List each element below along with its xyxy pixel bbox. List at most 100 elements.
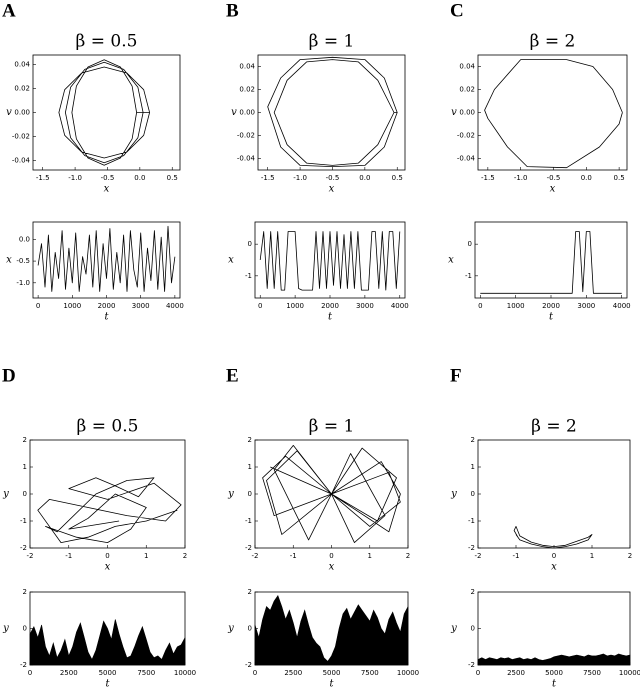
x-axis-label: x	[329, 184, 335, 195]
y-tick-label: 0	[468, 240, 472, 248]
y-tick-label: 0	[248, 490, 252, 498]
y-tick-label: 1	[248, 463, 252, 471]
x-tick-label: 1000	[507, 302, 525, 310]
plot-frame	[477, 54, 628, 171]
y-tick-label: 2	[23, 588, 27, 596]
x-tick-label: 10000	[174, 669, 196, 677]
y-axis-label: y	[227, 489, 234, 500]
panel-label: F	[450, 365, 462, 386]
x-tick-label: 0	[253, 669, 257, 677]
x-tick-label: 3000	[577, 302, 595, 310]
x-tick-label: -1	[513, 552, 520, 560]
panel-label: D	[2, 365, 16, 386]
y-tick-label: -0.02	[12, 132, 30, 140]
y-tick-label: -1	[20, 517, 27, 525]
y-axis-label: x	[448, 255, 454, 266]
x-tick-label: 2500	[284, 669, 302, 677]
x-tick-label: 0	[478, 302, 482, 310]
y-axis-label: y	[450, 489, 457, 500]
chart-title: β = 0.5	[77, 417, 139, 437]
x-tick-label: 5000	[323, 669, 341, 677]
x-tick-label: 7500	[137, 669, 155, 677]
x-tick-label: -1.5	[481, 174, 495, 182]
y-tick-label: -1	[245, 272, 252, 280]
x-tick-label: 4000	[391, 302, 409, 310]
panel-label: B	[226, 0, 239, 21]
y-tick-label: -1	[468, 517, 475, 525]
y-axis-label: v	[451, 107, 457, 118]
x-axis-label: t	[552, 679, 557, 690]
y-tick-label: 0.04	[14, 61, 30, 69]
x-tick-label: 5000	[99, 669, 117, 677]
x-tick-label: -1.5	[36, 174, 50, 182]
line	[58, 59, 150, 166]
x-tick-label: -2	[27, 552, 34, 560]
x-axis-label: t	[328, 312, 333, 323]
y-tick-label: -2	[245, 544, 252, 552]
y-axis-label: x	[228, 255, 234, 266]
x-tick-label: 0	[476, 669, 480, 677]
x-tick-label: 3000	[356, 302, 374, 310]
y-axis-label: x	[6, 255, 12, 266]
y-tick-label: -1	[245, 517, 252, 525]
y-tick-label: 0	[471, 625, 475, 633]
y-tick-label: 0.04	[239, 63, 255, 71]
x-tick-label: 0	[552, 552, 556, 560]
x-tick-label: -0.5	[547, 174, 561, 182]
plot-frame	[32, 54, 181, 171]
x-tick-label: 10000	[397, 669, 419, 677]
y-tick-label: 0.00	[239, 109, 255, 117]
x-tick-label: 10000	[619, 669, 640, 677]
x-tick-label: 0	[105, 552, 109, 560]
y-axis-label: y	[450, 623, 457, 634]
y-tick-label: 0.00	[14, 109, 30, 117]
y-tick-label: 0.00	[459, 109, 475, 117]
y-tick-label: 0	[248, 625, 252, 633]
x-axis-label: t	[329, 679, 334, 690]
x-tick-label: -2	[475, 552, 482, 560]
area	[254, 594, 409, 666]
x-tick-label: 2000	[98, 302, 116, 310]
y-axis-label: y	[227, 623, 234, 634]
y-tick-label: 2	[23, 436, 27, 444]
y-tick-label: -2	[468, 544, 475, 552]
x-axis-label: x	[329, 562, 335, 573]
line	[480, 231, 622, 294]
x-tick-label: 1000	[63, 302, 81, 310]
panel-label: C	[450, 0, 464, 21]
y-tick-label: 0	[471, 490, 475, 498]
y-tick-label: -1.0	[16, 279, 30, 287]
x-tick-label: -1.0	[68, 174, 82, 182]
x-tick-label: 0.5	[614, 174, 625, 182]
x-tick-label: 2000	[321, 302, 339, 310]
x-tick-label: 1	[590, 552, 594, 560]
y-tick-label: 0.02	[459, 86, 475, 94]
y-tick-label: 1	[471, 463, 475, 471]
plot-frame	[477, 591, 631, 666]
y-tick-label: -0.02	[237, 132, 255, 140]
x-axis-label: x	[105, 562, 111, 573]
x-tick-label: 2000	[542, 302, 560, 310]
x-tick-label: 7500	[361, 669, 379, 677]
y-tick-label: 0.02	[14, 85, 30, 93]
y-axis-label: y	[2, 489, 9, 500]
x-tick-label: 2	[628, 552, 632, 560]
x-tick-label: 0.0	[134, 174, 145, 182]
x-tick-label: 2500	[60, 669, 78, 677]
x-tick-label: 2	[183, 552, 187, 560]
line	[484, 59, 623, 169]
y-tick-label: 1	[23, 463, 27, 471]
y-tick-label: -0.5	[16, 257, 30, 265]
chart-title: β = 2	[531, 417, 577, 437]
y-tick-label: 0	[23, 625, 27, 633]
x-tick-label: 0.0	[359, 174, 370, 182]
y-tick-label: 0	[248, 240, 252, 248]
x-tick-label: 1	[144, 552, 148, 560]
y-axis-label: y	[2, 623, 9, 634]
x-tick-label: 0	[258, 302, 262, 310]
y-tick-label: -1	[465, 272, 472, 280]
y-tick-label: 0.04	[459, 63, 475, 71]
plot-frame	[474, 221, 628, 299]
line	[37, 225, 176, 292]
